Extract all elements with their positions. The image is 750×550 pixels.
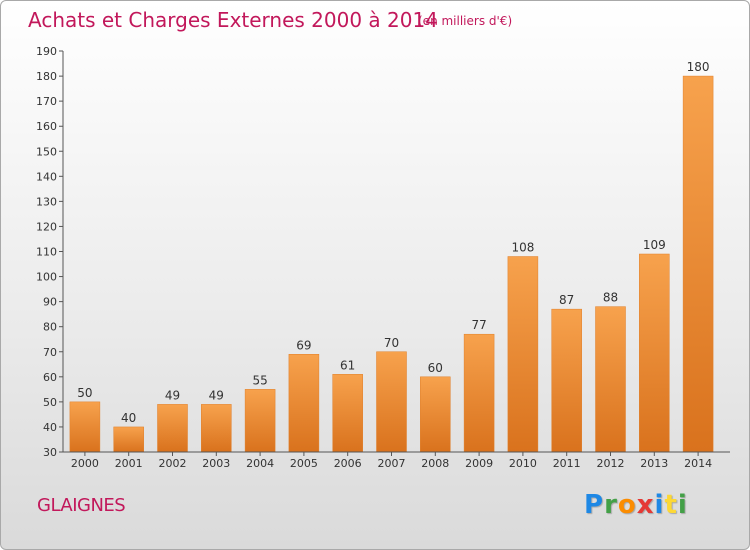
bar-2010 [507,256,539,453]
bar-value-label: 40 [121,411,136,425]
y-tick-label: 60 [43,371,57,384]
bar-2002 [157,404,188,453]
x-tick-label: 2003 [202,457,230,470]
bar-2014 [682,75,714,453]
bar-2000 [69,401,101,453]
bar-2005 [288,354,320,453]
y-tick-label: 40 [43,421,57,434]
x-tick-label: 2009 [465,457,493,470]
x-axis: 2000 2001 2002 2003 2004 2005 2006 2007 2008 2009… [63,451,730,470]
bar-2008 [420,376,451,453]
x-tick-label: 2000 [71,457,99,470]
bar-value-label: 50 [77,386,92,400]
bars: 50 40 49 49 55 69 61 70 60 77 108 87 88 109 180 [69,60,714,453]
bar-value-label: 109 [643,238,666,252]
bar-value-label: 61 [340,358,355,372]
bar-value-label: 88 [603,291,618,305]
bar-value-label: 180 [687,60,710,74]
bar-value-label: 77 [471,318,486,332]
x-tick-label: 2008 [421,457,449,470]
chart-subtitle: (en milliers d'€) [418,14,513,28]
y-tick-label: 120 [36,220,57,233]
bar-value-label: 49 [165,388,180,402]
bar-2013 [639,253,670,453]
y-tick-label: 30 [43,446,57,459]
bar-value-label: 55 [252,373,267,387]
x-tick-label: 2004 [246,457,274,470]
logo-letter: o [617,490,637,520]
bar-value-label: 108 [511,241,534,255]
logo-letter: x [636,490,655,520]
logo-letter: t [664,490,678,520]
bar-2003 [201,404,232,453]
x-tick-label: 2006 [334,457,362,470]
y-tick-label: 140 [36,170,57,183]
bar-2004 [244,389,276,453]
x-tick-label: 2005 [290,457,318,470]
bar-2006 [332,374,363,453]
y-tick-label: 70 [43,346,57,359]
x-tick-label: 2010 [509,457,537,470]
x-tick-label: 2007 [378,457,406,470]
y-tick-label: 90 [43,296,57,309]
x-tick-label: 2012 [597,457,625,470]
x-tick-label: 2002 [159,457,187,470]
logo-letter: i [654,490,665,520]
y-tick-label: 180 [36,70,57,83]
bar-2009 [463,333,495,453]
y-axis: 30 40 50 60 70 80 90 100 110 120 130 140 150 160 170 18… [36,45,64,459]
y-tick-label: 130 [36,195,57,208]
bar-2007 [376,351,407,453]
x-tick-label: 2013 [640,457,668,470]
bar-value-label: 70 [384,336,399,350]
logo-letter: P [584,490,605,520]
bar-value-label: 60 [428,361,443,375]
bar-2001 [113,426,144,453]
bar-value-label: 87 [559,293,574,307]
bar-2012 [595,306,626,453]
y-tick-label: 50 [43,396,57,409]
y-tick-label: 150 [36,145,57,158]
y-tick-label: 190 [36,45,57,58]
chart-title: Achats et Charges Externes 2000 à 2014 [28,8,438,32]
bar-value-label: 49 [209,388,224,402]
x-tick-label: 2014 [684,457,712,470]
x-tick-label: 2011 [553,457,581,470]
x-tick-label: 2001 [115,457,143,470]
bar-2011 [551,308,582,453]
y-tick-label: 170 [36,95,57,108]
y-tick-label: 100 [36,271,57,284]
bar-value-label: 69 [296,338,311,352]
commune-name: GLAIGNES [37,495,126,516]
y-tick-label: 110 [36,246,57,259]
y-tick-label: 160 [36,120,57,133]
logo-letter: r [604,490,618,520]
logo-letter: i [677,490,688,520]
y-tick-label: 80 [43,321,57,334]
proxiti-logo[interactable]: Proxiti [584,490,688,520]
